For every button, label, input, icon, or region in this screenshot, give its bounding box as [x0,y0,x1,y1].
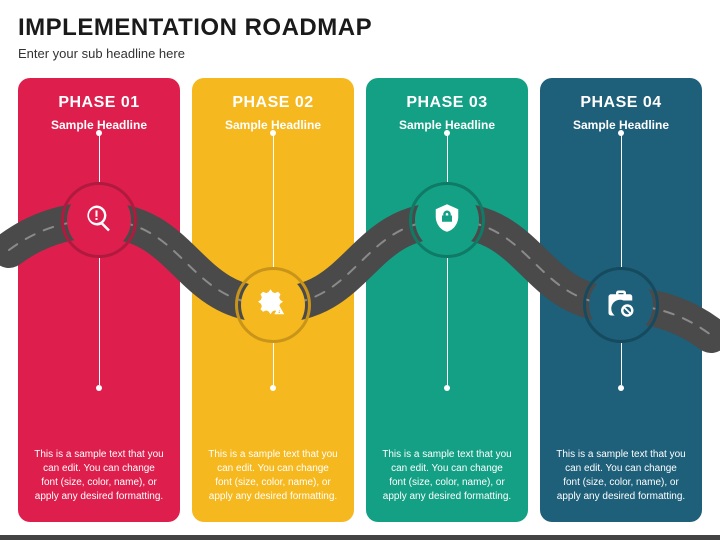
phase-card: PHASE 03 Sample Headline This is a sampl… [366,78,528,522]
connector-dot [618,385,624,391]
page-subtitle: Enter your sub headline here [18,46,702,61]
phase-label: PHASE 03 [406,94,487,112]
connector-dot [444,130,450,136]
connector-dot [96,385,102,391]
connector-dot [96,130,102,136]
phase-body: This is a sample text that you can edit.… [28,448,170,508]
connector-line [621,134,622,267]
node-ring [583,267,659,343]
node-ring [409,182,485,258]
connector-dot [270,385,276,391]
connector-line [447,134,448,182]
connector-dot [270,130,276,136]
header: IMPLEMENTATION ROADMAP Enter your sub he… [0,0,720,69]
phase-card: PHASE 01 Sample Headline This is a sampl… [18,78,180,522]
phase-node [589,273,653,337]
phase-node [415,188,479,252]
connector-line [273,343,274,385]
node-ring [235,267,311,343]
connector-line [621,343,622,385]
connector-line [273,134,274,267]
connector-line [99,134,100,182]
phase-label: PHASE 01 [58,94,139,112]
footer-bar [0,535,720,540]
phase-node [241,273,305,337]
connector-dot [444,385,450,391]
connector-line [447,258,448,385]
phase-label: PHASE 02 [232,94,313,112]
connector-dot [618,130,624,136]
phase-label: PHASE 04 [580,94,661,112]
page-title: IMPLEMENTATION ROADMAP [18,14,702,42]
phase-body: This is a sample text that you can edit.… [376,448,518,508]
phase-body: This is a sample text that you can edit.… [550,448,692,508]
phase-body: This is a sample text that you can edit.… [202,448,344,508]
connector-line [99,258,100,385]
node-ring [61,182,137,258]
phase-node [67,188,131,252]
